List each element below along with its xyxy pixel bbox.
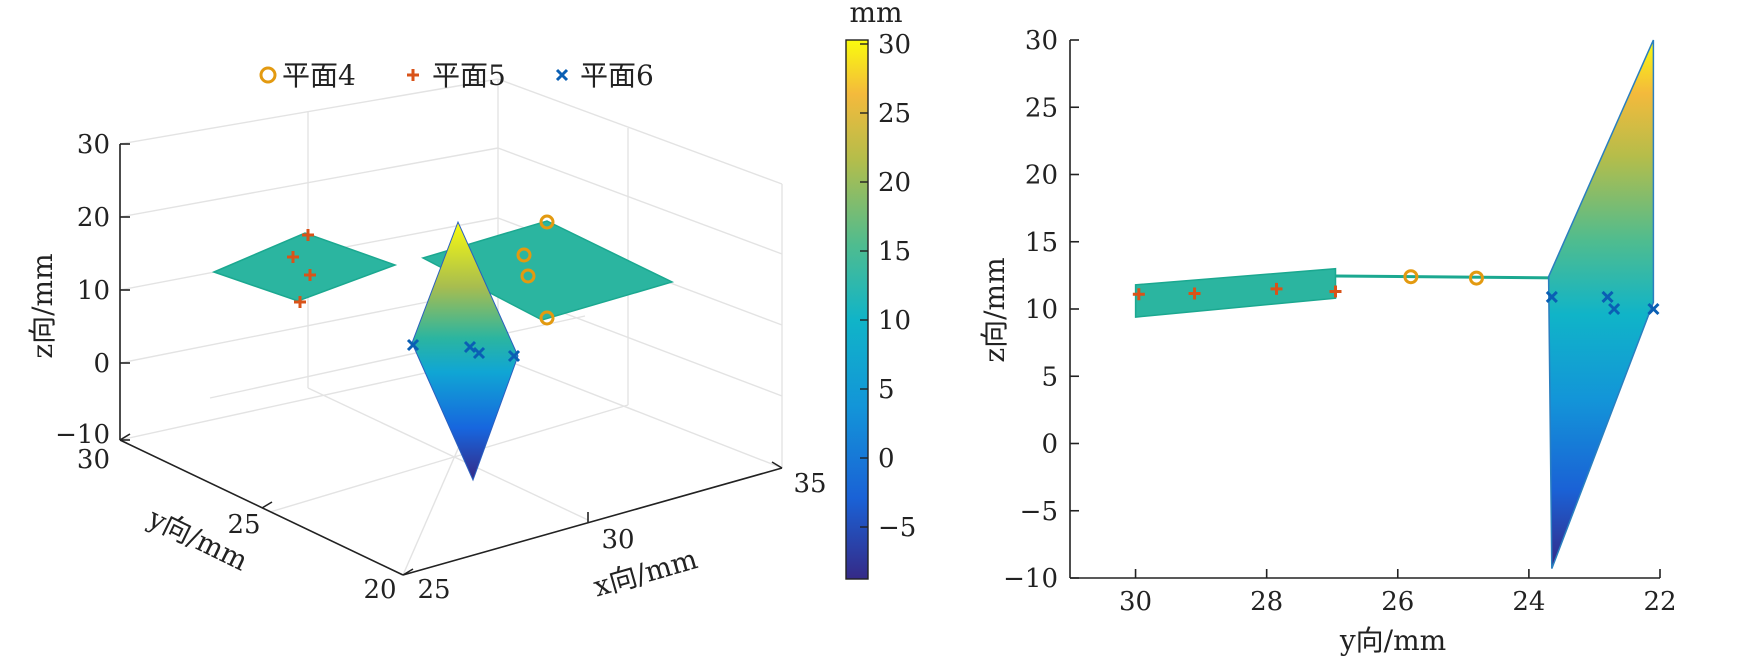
plot3d: 30 20 10 0 −10 30 25 20 25 30 35 z向/mm y…	[26, 59, 827, 605]
legend-entry-plane4: 平面4	[259, 59, 356, 92]
marker-plus	[1188, 287, 1201, 300]
y-tick-label: 20	[1025, 161, 1058, 191]
colorbar-tick-label: −5	[878, 513, 916, 543]
surface-polygon	[1547, 39, 1655, 569]
projection-surfaces	[1134, 39, 1655, 569]
colorbar-tick-label: 30	[878, 30, 911, 60]
marker-plus	[1329, 285, 1342, 298]
y-tick-label: 30	[1025, 26, 1058, 56]
marker-plane4	[539, 214, 555, 230]
marker-plane5	[294, 296, 306, 308]
ztick-label: 0	[93, 349, 110, 379]
legend-plus-icon	[407, 69, 419, 81]
marker-plane6	[406, 338, 420, 352]
xtick-label: 35	[793, 469, 826, 499]
plot3d-zlabel: z向/mm	[26, 253, 59, 358]
legend-x-icon	[555, 68, 569, 82]
legend-label: 平面6	[580, 59, 654, 92]
x-tick-label: 22	[1643, 587, 1676, 617]
marker-plane5	[287, 251, 299, 263]
xtick-label: 30	[601, 525, 634, 555]
ztick-label: −10	[55, 420, 110, 450]
plane4-surface	[421, 220, 675, 321]
colorbar-gradient	[845, 39, 869, 580]
colorbar-tick-label: 10	[878, 306, 911, 336]
colorbar-unit-label: mm	[849, 0, 902, 29]
colorbar-tick-label: 20	[878, 168, 911, 198]
marker-plane4	[539, 310, 555, 326]
ytick-label: 20	[363, 575, 396, 605]
marker-plane4	[516, 247, 532, 263]
marker-plane6	[463, 340, 477, 354]
marker-circle	[1403, 269, 1419, 285]
plot3d-xticks: 25 30 35	[417, 469, 826, 605]
legend-entry-plane5: 平面5	[407, 59, 506, 92]
projection-ylabel: z向/mm	[978, 257, 1011, 362]
colorbar-tick-label: 5	[878, 375, 895, 405]
legend: 平面4 平面5 平面6	[259, 59, 654, 92]
legend-label: 平面4	[282, 59, 356, 92]
projection-tick-labels: 30 28 26 24 22 30 25 20 15 10 5 0 −5 −10	[1003, 26, 1676, 617]
marker-plane4	[520, 268, 536, 284]
legend-label: 平面5	[432, 59, 506, 92]
y-tick-label: −10	[1003, 564, 1058, 594]
ztick-label: 20	[77, 203, 110, 233]
projection-xlabel: y向/mm	[1339, 624, 1446, 657]
y-tick-label: 5	[1041, 362, 1058, 392]
ztick-label: 30	[77, 130, 110, 160]
colorbar-tick-label: 0	[878, 444, 895, 474]
marker-plane6	[472, 346, 486, 360]
y-tick-label: 25	[1025, 93, 1058, 123]
marker-plane6	[507, 349, 521, 363]
colorbar-tick-label: 25	[878, 99, 911, 129]
ztick-label: 10	[77, 276, 110, 306]
plot3d-zticks: 30 20 10 0 −10	[55, 130, 110, 450]
x-tick-label: 30	[1119, 587, 1152, 617]
y-tick-label: −5	[1020, 497, 1058, 527]
xtick-label: 25	[417, 575, 450, 605]
legend-entry-plane6: 平面6	[555, 59, 654, 92]
marker-plus	[1132, 288, 1145, 301]
plot3d-markers-plane4	[516, 214, 555, 326]
surface-polygon	[1134, 267, 1337, 318]
plot3d-axes	[119, 143, 783, 576]
marker-plus	[1270, 282, 1283, 295]
marker-x	[1608, 302, 1621, 316]
plot3d-yticks: 30 25 20	[77, 445, 397, 605]
plot3d-markers-plane6	[406, 338, 521, 363]
y-tick-label: 10	[1025, 295, 1058, 325]
marker-plane5	[302, 229, 314, 241]
projection-markers	[1132, 269, 1660, 316]
legend-circle-icon	[259, 66, 277, 84]
surface-edge	[1335, 274, 1582, 280]
marker-x	[1601, 290, 1614, 303]
colorbar-tick-label: 15	[878, 237, 911, 267]
plot3d-markers-plane5	[287, 229, 316, 308]
projection-plot: 30 28 26 24 22 30 25 20 15 10 5 0 −5 −10 y向/mm z向/mm	[978, 26, 1677, 657]
x-tick-label: 24	[1512, 587, 1545, 617]
x-tick-label: 28	[1250, 587, 1283, 617]
plane5-surface	[211, 232, 398, 302]
y-tick-label: 15	[1025, 228, 1058, 258]
colorbar: mm 30 25 20 15 10 5 0 −5	[845, 0, 916, 580]
x-tick-label: 26	[1381, 587, 1414, 617]
projection-axes	[1069, 39, 1661, 579]
ytick-label: 30	[77, 445, 110, 475]
marker-plane5	[304, 269, 316, 281]
ytick-label: 25	[227, 510, 260, 540]
marker-x	[1647, 302, 1660, 316]
y-tick-label: 0	[1041, 430, 1058, 460]
marker-circle	[1468, 270, 1484, 286]
marker-x	[1545, 290, 1558, 303]
